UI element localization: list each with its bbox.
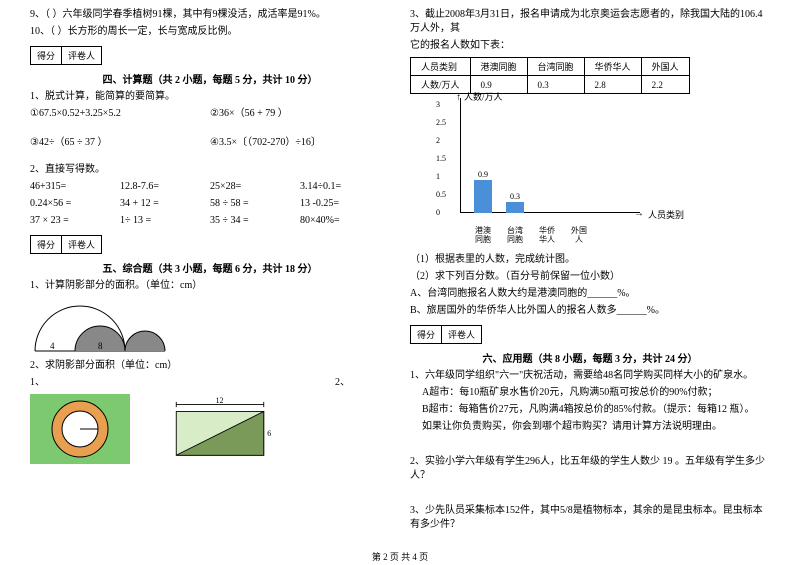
score-cell: 得分	[411, 326, 442, 343]
y-axis-title: 人数/万人	[464, 90, 503, 103]
th: 人员类别	[411, 58, 471, 76]
expr: 80×40%=	[300, 214, 390, 228]
y-axis	[460, 98, 461, 213]
xlabel: 外国人	[570, 227, 588, 245]
x-axis-title: 人员类别	[648, 208, 684, 221]
page-footer: 第 2 页 共 4 页	[0, 550, 800, 563]
expr: ②36×（56 + 79 ）	[210, 107, 390, 121]
expr: ④3.5×〔（702-270）÷16〕	[210, 136, 390, 150]
bar	[506, 202, 524, 213]
s6-q3: 3、少先队员采集标本152件，其中5/8是植物标本，其余的是昆虫标本。昆虫标本有…	[410, 504, 770, 532]
ylabel: 1	[436, 172, 440, 181]
xlabel: 台湾同胞	[506, 227, 524, 245]
expr: ③42÷（65 ÷ 37 ）	[30, 136, 210, 150]
table-row: 人数/万人 0.9 0.3 2.8 2.2	[411, 76, 690, 94]
data-table: 人员类别 港澳同胞 台湾同胞 华侨华人 外国人 人数/万人 0.9 0.3 2.…	[410, 57, 690, 94]
ylabel: 1.5	[436, 154, 446, 163]
label-6: 6	[267, 429, 271, 438]
grader-cell: 评卷人	[62, 236, 101, 253]
q3a: 3、截止2008年3月31日，报名申请成为北京奥运会志愿者的，除我国大陆的106…	[410, 8, 770, 36]
expr: 12.8-7.6=	[120, 180, 210, 194]
score-box-6: 得分 评卷人	[410, 325, 482, 344]
s4-q1: 1、脱式计算，能简算的要简算。	[30, 90, 390, 104]
ylabel: 2.5	[436, 118, 446, 127]
bar-label: 0.9	[474, 170, 492, 179]
expr: 34 + 12 =	[120, 197, 210, 211]
right-column: 3、截止2008年3月31日，报名申请成为北京奥运会志愿者的，除我国大陆的106…	[400, 8, 780, 561]
expr: 58 ÷ 58 =	[210, 197, 300, 211]
calc-row: ①67.5×0.52+3.25×5.2 ②36×（56 + 79 ）	[30, 107, 390, 121]
s6-q1a: 1、六年级同学组织"六一"庆祝活动，需要给48名同学购买同样大小的矿泉水。	[410, 369, 770, 383]
score-box-5: 得分 评卷人	[30, 235, 102, 254]
expr: 25×28=	[210, 180, 300, 194]
expr: 37 × 23 =	[30, 214, 120, 228]
label: 2、	[190, 376, 390, 390]
expr: 0.24×56 =	[30, 197, 120, 211]
th: 华侨华人	[584, 58, 641, 76]
s5-q2: 2、求阴影部分面积（单位：cm）	[30, 359, 390, 373]
figure-row: 12 6	[30, 394, 390, 464]
q3-1: （1）根据表里的人数，完成统计图。	[410, 253, 770, 267]
bar-chart: 人数/万人 ↑ → 人员类别 0 0.5 1 1.5 2 2.5 3 0.9 0…	[440, 98, 640, 223]
q10: 10、（ ）长方形的周长一定，长与宽成反比例。	[30, 25, 390, 39]
fig-row: 1、 2、	[30, 376, 390, 390]
section6-title: 六、应用题（共 8 小题，每题 3 分，共计 24 分）	[410, 350, 770, 365]
th: 港澳同胞	[470, 58, 527, 76]
s4-q2: 2、直接写得数。	[30, 163, 390, 177]
grader-cell: 评卷人	[62, 47, 101, 64]
td: 2.2	[641, 76, 689, 94]
q3-2b: B、旅居国外的华侨华人比外国人的报名人数多______%。	[410, 304, 770, 318]
q3b: 它的报名人数如下表：	[410, 39, 770, 53]
bar	[474, 180, 492, 213]
ylabel: 2	[436, 136, 440, 145]
bar-label: 0.3	[506, 192, 524, 201]
s5-q1: 1、计算阴影部分的面积。（单位：cm）	[30, 279, 390, 293]
s6-q1d: 如果让你负责购买，你会到哪个超市购买？请用计算方法说明理由。	[410, 420, 770, 434]
ring-figure	[30, 394, 130, 464]
calc-row: ③42÷（65 ÷ 37 ） ④3.5×〔（702-270）÷16〕	[30, 136, 390, 150]
td: 人数/万人	[411, 76, 471, 94]
expr: 1÷ 13 =	[120, 214, 210, 228]
triangle-figure: 12 6	[150, 394, 290, 464]
th: 台湾同胞	[527, 58, 584, 76]
ylabel: 0.5	[436, 190, 446, 199]
section5-title: 五、综合题（共 3 小题，每题 6 分，共计 18 分）	[30, 260, 390, 275]
ylabel: 0	[436, 208, 440, 217]
s6-q2: 2、实验小学六年级有学生296人，比五年级的学生人数少 19 。五年级有学生多少…	[410, 455, 770, 483]
expr: 13 -0.25=	[300, 197, 390, 211]
expr: 46+315=	[30, 180, 120, 194]
score-cell: 得分	[31, 47, 62, 64]
th: 外国人	[641, 58, 689, 76]
label-12: 12	[216, 396, 224, 405]
expr: ①67.5×0.52+3.25×5.2	[30, 107, 210, 121]
ylabel: 3	[436, 100, 440, 109]
calc-row: 46+315= 12.8-7.6= 25×28= 3.14÷0.1=	[30, 180, 390, 194]
section4-title: 四、计算题（共 2 小题，每题 5 分，共计 10 分）	[30, 71, 390, 86]
arrow-icon: →	[634, 208, 644, 219]
s6-q1b: A超市：每10瓶矿泉水售价20元，凡购满50瓶可按总价的90%付款；	[410, 386, 770, 400]
q3-2a: A、台湾同胞报名人数大约是港澳同胞的______%。	[410, 287, 770, 301]
q9: 9、（ ）六年级同学春季植树91棵，其中有9棵没活，成活率是91%。	[30, 8, 390, 22]
s6-q1c: B超市：每箱售价27元，凡购满4箱按总价的85%付款。（提示：每箱12 瓶）。	[410, 403, 770, 417]
expr: 35 ÷ 34 =	[210, 214, 300, 228]
grader-cell: 评卷人	[442, 326, 481, 343]
label: 1、	[30, 376, 190, 390]
td: 2.8	[584, 76, 641, 94]
arc-figure: 4 8	[30, 296, 170, 356]
score-cell: 得分	[31, 236, 62, 253]
expr: 3.14÷0.1=	[300, 180, 390, 194]
table-row: 人员类别 港澳同胞 台湾同胞 华侨华人 外国人	[411, 58, 690, 76]
left-column: 9、（ ）六年级同学春季植树91棵，其中有9棵没活，成活率是91%。 10、（ …	[20, 8, 400, 561]
q3-2: （2）求下列百分数。（百分号前保留一位小数）	[410, 270, 770, 284]
xlabel: 华侨华人	[538, 227, 556, 245]
xlabel: 港澳同胞	[474, 227, 492, 245]
td: 0.3	[527, 76, 584, 94]
calc-row: 37 × 23 = 1÷ 13 = 35 ÷ 34 = 80×40%=	[30, 214, 390, 228]
score-box-4: 得分 评卷人	[30, 46, 102, 65]
label-4: 4	[50, 341, 55, 351]
calc-row: 0.24×56 = 34 + 12 = 58 ÷ 58 = 13 -0.25=	[30, 197, 390, 211]
label-8: 8	[98, 341, 103, 351]
